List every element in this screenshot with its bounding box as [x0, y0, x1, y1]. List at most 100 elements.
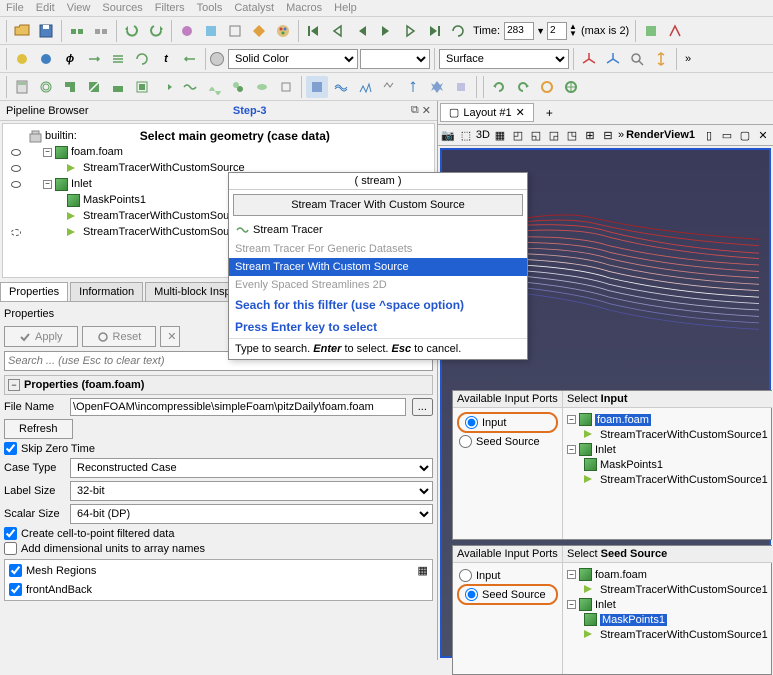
filter-icon[interactable]	[378, 76, 400, 98]
front-back-checkbox[interactable]	[9, 583, 22, 596]
rotate-icon[interactable]	[488, 76, 510, 98]
open-icon[interactable]	[11, 20, 33, 42]
tab-multiblock[interactable]: Multi-block Insp	[145, 282, 239, 301]
tree-root[interactable]: builtin:	[45, 130, 77, 142]
layout-tab[interactable]: ▢ Layout #1 ✕	[440, 103, 534, 122]
filter-icon[interactable]	[402, 76, 424, 98]
view-icon[interactable]: ⊞	[582, 127, 598, 143]
properties-section-header[interactable]: − Properties (foam.foam)	[4, 375, 433, 395]
save-icon[interactable]	[35, 20, 57, 42]
browse-button[interactable]: ...	[412, 398, 433, 416]
menu-help[interactable]: Help	[334, 2, 357, 14]
view-icon[interactable]: ⊟	[600, 127, 616, 143]
filter-option[interactable]: Stream Tracer	[229, 220, 527, 240]
axes-icon[interactable]	[578, 48, 600, 70]
menu-filters[interactable]: Filters	[155, 2, 185, 14]
axes-icon[interactable]	[602, 48, 624, 70]
filter-icon[interactable]	[251, 76, 273, 98]
filter-icon[interactable]	[275, 76, 297, 98]
collapse-icon[interactable]: −	[8, 379, 20, 391]
seed-radio[interactable]	[465, 588, 478, 601]
redo-icon[interactable]	[145, 20, 167, 42]
calculator-icon[interactable]	[11, 76, 33, 98]
warp-icon[interactable]	[203, 76, 225, 98]
undock-icon[interactable]: ⧉	[411, 104, 419, 117]
tool-icon[interactable]	[176, 20, 198, 42]
input-radio-row[interactable]: Input	[457, 567, 558, 584]
expand-box[interactable]: −	[567, 570, 576, 579]
undo-icon[interactable]	[121, 20, 143, 42]
tool-icon[interactable]	[83, 48, 105, 70]
overflow-icon[interactable]: »	[618, 129, 624, 141]
frame-spinner[interactable]: ▲▼	[569, 24, 577, 37]
first-frame-icon[interactable]	[303, 20, 325, 42]
expand-box[interactable]: −	[43, 180, 52, 189]
delete-button[interactable]: ✕	[160, 326, 180, 347]
tree-item[interactable]: Inlet	[71, 178, 92, 190]
tree-item[interactable]: StreamTracerWithCustomSource	[83, 162, 245, 174]
close-view-icon[interactable]: ✕	[755, 127, 771, 143]
tree-item[interactable]: StreamTracerWithCustomSource1	[600, 629, 768, 641]
tool-icon[interactable]: ɸ	[59, 48, 81, 70]
glyph-icon[interactable]	[155, 76, 177, 98]
expand-box[interactable]: −	[567, 415, 576, 424]
menu-sources[interactable]: Sources	[102, 2, 142, 14]
time-dropdown[interactable]: ▼	[536, 26, 545, 36]
tree-item[interactable]: StreamTracerWithCustomSource1	[600, 474, 768, 486]
group-icon[interactable]	[227, 76, 249, 98]
filter-icon[interactable]	[354, 76, 376, 98]
mode-3d[interactable]: 3D	[476, 129, 490, 141]
slice-icon[interactable]	[83, 76, 105, 98]
coloring-combo[interactable]: Solid Color	[228, 49, 358, 69]
split-h-icon[interactable]: ▯	[701, 127, 717, 143]
seed-radio[interactable]	[459, 435, 472, 448]
tool-icon[interactable]	[224, 20, 246, 42]
extract-icon[interactable]	[131, 76, 153, 98]
column-toggle-icon[interactable]: ▦	[418, 564, 428, 577]
tool-icon[interactable]	[11, 48, 33, 70]
maximize-icon[interactable]: ▢	[737, 127, 753, 143]
reset-button[interactable]: Reset	[82, 326, 157, 347]
clip-icon[interactable]	[59, 76, 81, 98]
skip-zero-checkbox[interactable]	[4, 442, 17, 455]
expand-box[interactable]: −	[567, 600, 576, 609]
view-icon[interactable]: ⬚	[458, 127, 474, 143]
rotate-icon[interactable]	[512, 76, 534, 98]
connect-icon[interactable]	[66, 20, 88, 42]
tool-icon[interactable]: t	[155, 48, 177, 70]
play-reverse-icon[interactable]	[351, 20, 373, 42]
expand-box[interactable]: −	[567, 445, 576, 454]
tree-item[interactable]: foam.foam	[71, 146, 123, 158]
view-icon[interactable]: ◳	[564, 127, 580, 143]
view-icon[interactable]: ◲	[546, 127, 562, 143]
filter-icon[interactable]	[426, 76, 448, 98]
prev-frame-icon[interactable]	[327, 20, 349, 42]
next-frame-icon[interactable]	[399, 20, 421, 42]
file-name-input[interactable]	[70, 398, 406, 416]
tree-item[interactable]: MaskPoints1	[600, 459, 663, 471]
tool-icon[interactable]	[179, 48, 201, 70]
view-icon[interactable]: ◱	[528, 127, 544, 143]
palette-icon[interactable]	[272, 20, 294, 42]
overflow-icon[interactable]: »	[685, 53, 691, 65]
filter-current-button[interactable]: Stream Tracer With Custom Source	[233, 194, 523, 216]
tool-icon[interactable]	[664, 20, 686, 42]
tree-item-selected[interactable]: foam.foam	[595, 414, 651, 426]
tree-item[interactable]: StreamTracerWithCustomSource1	[600, 584, 768, 596]
tool-icon[interactable]	[640, 20, 662, 42]
last-frame-icon[interactable]	[423, 20, 445, 42]
tool-icon[interactable]	[107, 48, 129, 70]
tab-information[interactable]: Information	[70, 282, 143, 301]
tree-item[interactable]: MaskPoints1	[83, 194, 146, 206]
menu-view[interactable]: View	[67, 2, 91, 14]
contour-icon[interactable]	[35, 76, 57, 98]
component-combo[interactable]	[360, 49, 430, 69]
refresh-button[interactable]: Refresh	[4, 419, 73, 439]
filter-option-selected[interactable]: Stream Tracer With Custom Source	[229, 258, 527, 276]
tree-item[interactable]: foam.foam	[595, 569, 647, 581]
frame-input[interactable]	[547, 22, 567, 40]
tree-item[interactable]: Inlet	[595, 599, 616, 611]
expand-box[interactable]: −	[43, 148, 52, 157]
tree-item[interactable]: StreamTracerWithCustomSource	[83, 226, 245, 238]
apply-button[interactable]: Apply	[4, 326, 78, 347]
